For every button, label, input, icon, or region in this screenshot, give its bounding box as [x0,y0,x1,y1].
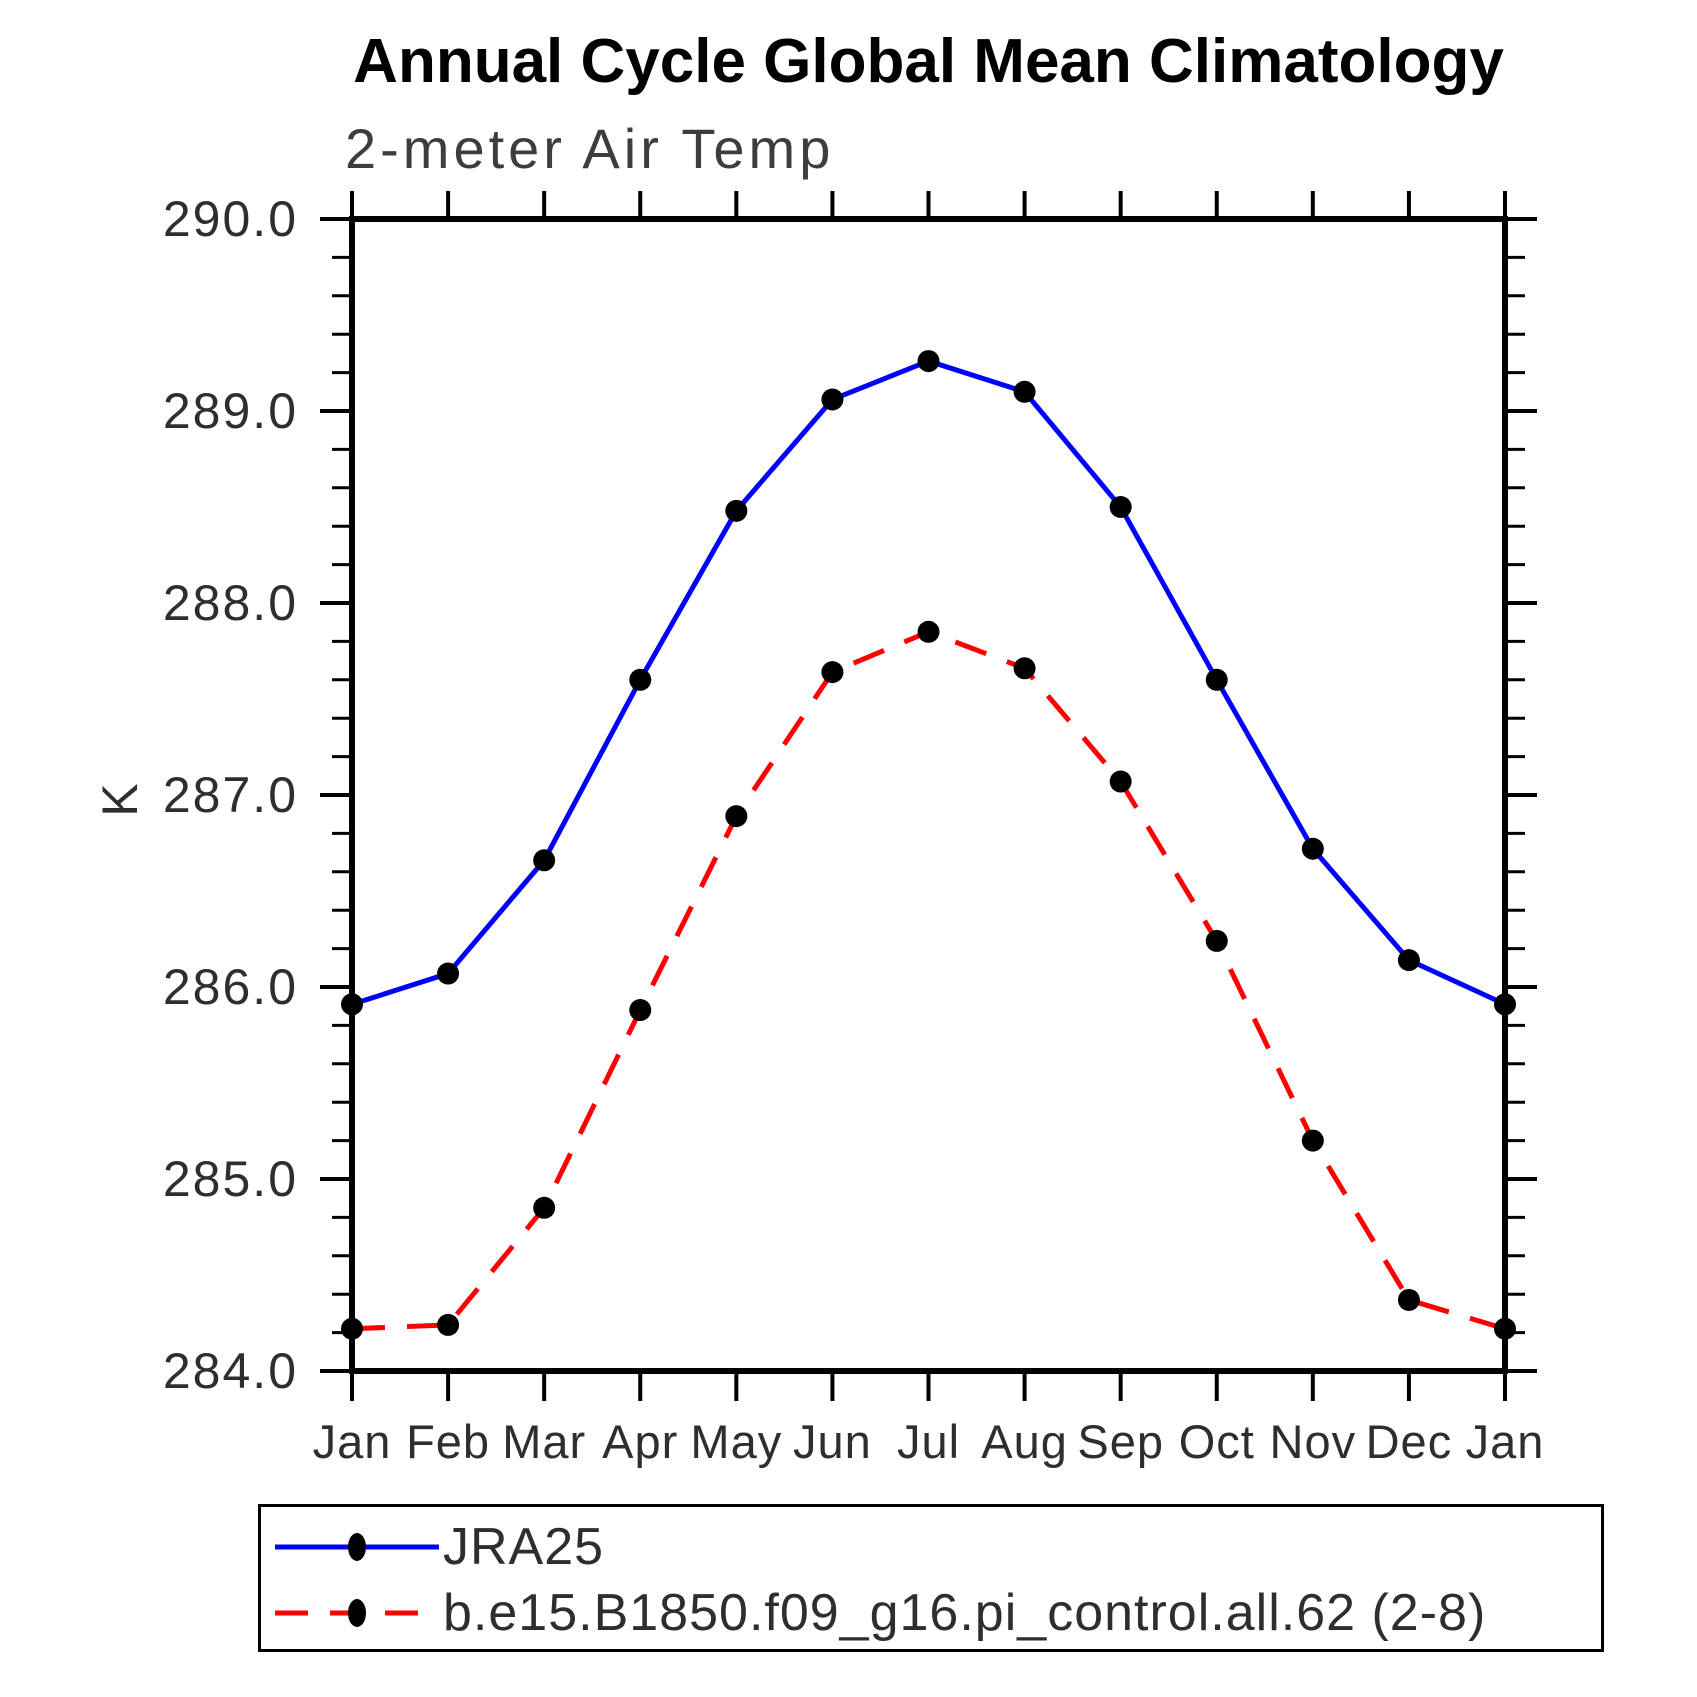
x-tick-label: May [690,1415,782,1468]
legend: JRA25 b.e15.B1850.f09_g16.pi_control.all… [258,1504,1604,1652]
data-point-marker [725,499,748,522]
data-point-marker [629,999,652,1022]
data-point-marker [341,993,363,1016]
data-point-marker [1013,657,1036,680]
y-tick-label: 287.0 [163,767,298,823]
data-point-marker [1397,949,1420,972]
data-point-marker [1109,496,1132,518]
data-point-marker [821,661,844,684]
y-tick-label: 288.0 [163,575,298,631]
data-point-marker [1494,1317,1516,1340]
legend-item: b.e15.B1850.f09_g16.pi_control.all.62 (2… [273,1584,1487,1642]
data-point-marker [629,668,652,691]
x-tick-label: Apr [602,1415,678,1468]
legend-label: JRA25 [443,1518,605,1576]
x-tick-label: Jan [313,1415,392,1468]
series-model [341,620,1516,1340]
x-axis-ticks [350,191,1507,1401]
x-tick-label: Sep [1077,1415,1164,1468]
legend-item: JRA25 [273,1518,605,1576]
y-tick-label: 284.0 [163,1343,298,1399]
data-point-marker [725,805,748,828]
x-tick-label: Nov [1270,1415,1357,1468]
y-tick-label: 289.0 [163,383,298,439]
x-tick-label: Feb [406,1415,490,1468]
data-point-marker [1494,993,1516,1016]
x-tick-label: Dec [1366,1415,1453,1468]
data-point-marker [437,1313,460,1336]
data-point-marker [1109,770,1132,793]
data-point-marker [533,1196,556,1219]
data-point-marker [437,962,460,985]
series-line [351,358,1507,1007]
y-tick-label: 286.0 [163,959,298,1015]
data-point-marker [1301,1129,1324,1152]
legend-line-sample [275,1533,439,1561]
data-point-marker [1013,380,1036,403]
x-tick-labels: Jan Feb Mar Apr May Jun Jul Aug Sep Oct Nov Dec Jan [313,1415,1545,1468]
series-line [351,629,1506,1332]
y-tick-label: 290.0 [163,191,298,247]
chart-subtitle: 2-meter Air Temp [345,117,835,180]
legend-label: b.e15.B1850.f09_g16.pi_control.all.62 (2… [443,1584,1487,1642]
data-point-marker [1301,837,1324,860]
data-point-marker [821,388,844,411]
axis-frame [349,216,1508,1374]
y-tick-labels: 284.0 285.0 286.0 287.0 288.0 289.0 290.0 [163,191,298,1399]
data-point-marker [1397,1288,1420,1311]
x-tick-label: Oct [1179,1415,1255,1468]
chart-title: Annual Cycle Global Mean Climatology [353,27,1504,96]
legend-marker [348,1599,366,1627]
data-point-marker [341,1317,363,1340]
x-tick-label: Jun [793,1415,872,1468]
x-tick-label: Aug [981,1415,1068,1468]
data-point-marker [533,849,556,872]
series-jra25 [341,350,1516,1016]
x-tick-label: Mar [502,1415,586,1468]
x-tick-label: Jan [1466,1415,1545,1468]
data-point-marker [1205,929,1228,952]
y-axis-ticks [320,217,1537,1373]
data-point-marker [917,350,940,373]
legend-marker [348,1533,366,1561]
data-point-marker [1205,668,1228,691]
legend-line-sample [275,1599,439,1627]
data-point-marker [917,620,940,643]
y-tick-label: 285.0 [163,1151,298,1207]
x-tick-label: Jul [897,1415,960,1468]
